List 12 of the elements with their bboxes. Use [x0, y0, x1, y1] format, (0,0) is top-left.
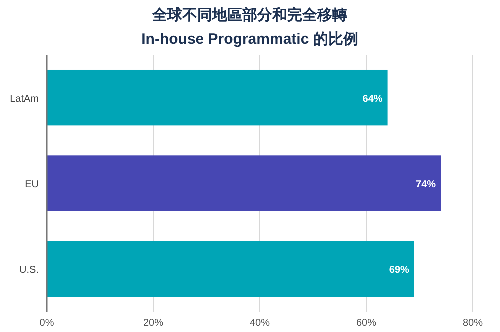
data-label: 69%: [389, 265, 410, 276]
x-tick-label: 80%: [462, 318, 484, 329]
chart-title: 全球不同地區部分和完全移轉 In-house Programmatic 的比例: [142, 6, 358, 48]
x-tick-label: 60%: [356, 318, 377, 329]
y-tick-label: EU: [25, 180, 39, 190]
data-label: 64%: [362, 94, 383, 105]
data-label: 74%: [416, 180, 436, 190]
x-tick-label: 20%: [143, 318, 164, 329]
y-tick-label: U.S.: [20, 265, 39, 276]
x-tick-label: 0%: [40, 318, 54, 329]
x-tick-label: 40%: [250, 318, 270, 329]
y-tick-label: LatAm: [10, 94, 39, 105]
